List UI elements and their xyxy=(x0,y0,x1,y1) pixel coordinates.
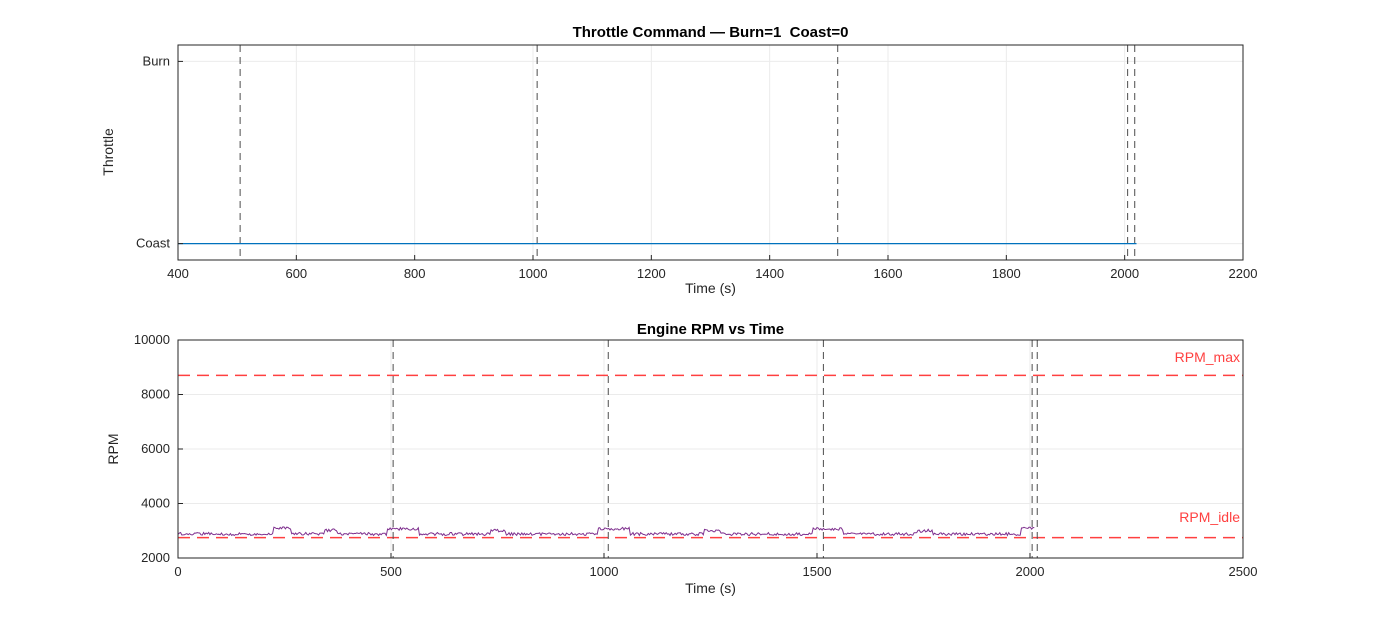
rpm-xlabel: Time (s) xyxy=(685,580,736,596)
rpm-max-label: RPM_max xyxy=(1174,349,1240,365)
engine-rpm-trace xyxy=(177,526,1035,537)
axes-box xyxy=(177,44,1244,261)
x-tick-label: 2200 xyxy=(1229,266,1258,281)
throttle-xlabel: Time (s) xyxy=(685,280,736,296)
x-tick-label: 1000 xyxy=(519,266,548,281)
y-tick-label: Coast xyxy=(136,236,170,251)
chart-area-1: 0 500 1000 1500 2000 2500 2000 4000 6000 8000 1000… xyxy=(134,332,1258,579)
x-tick-label: 1500 xyxy=(803,564,832,579)
x-tick-label: 800 xyxy=(404,266,426,281)
y-tick-label: 6000 xyxy=(141,441,170,456)
rpm-idle-label: RPM_idle xyxy=(1179,509,1240,525)
y-tick-label: 10000 xyxy=(134,332,170,347)
x-tick-label: 0 xyxy=(174,564,181,579)
x-tick-label: 600 xyxy=(285,266,307,281)
y-tick-label: 2000 xyxy=(141,550,170,565)
x-tick-label: 1200 xyxy=(637,266,666,281)
y-tick-label: 8000 xyxy=(141,387,170,402)
rpm-ylabel: RPM xyxy=(105,433,121,465)
x-tick-label: 1000 xyxy=(590,564,619,579)
rpm-chart-title: Engine RPM vs Time xyxy=(636,321,785,338)
x-tick-label: 1600 xyxy=(874,266,903,281)
chart-area-0: 400 600 800 1000 1200 1400 1600 1800 2000 2200 Bur… xyxy=(136,44,1258,281)
y-tick-label: 4000 xyxy=(141,496,170,511)
x-tick-label: 1800 xyxy=(992,266,1021,281)
y-tick-label: Burn xyxy=(143,53,170,68)
x-tick-label: 1400 xyxy=(755,266,784,281)
x-tick-label: 400 xyxy=(167,266,189,281)
x-tick-label: 2000 xyxy=(1110,266,1139,281)
x-tick-label: 2000 xyxy=(1016,564,1045,579)
throttle-chart-title: Throttle Command — Burn=1 Coast=0 xyxy=(572,24,849,41)
x-tick-label: 500 xyxy=(380,564,402,579)
throttle-ylabel: Throttle xyxy=(100,128,116,176)
x-tick-label: 2500 xyxy=(1229,564,1258,579)
